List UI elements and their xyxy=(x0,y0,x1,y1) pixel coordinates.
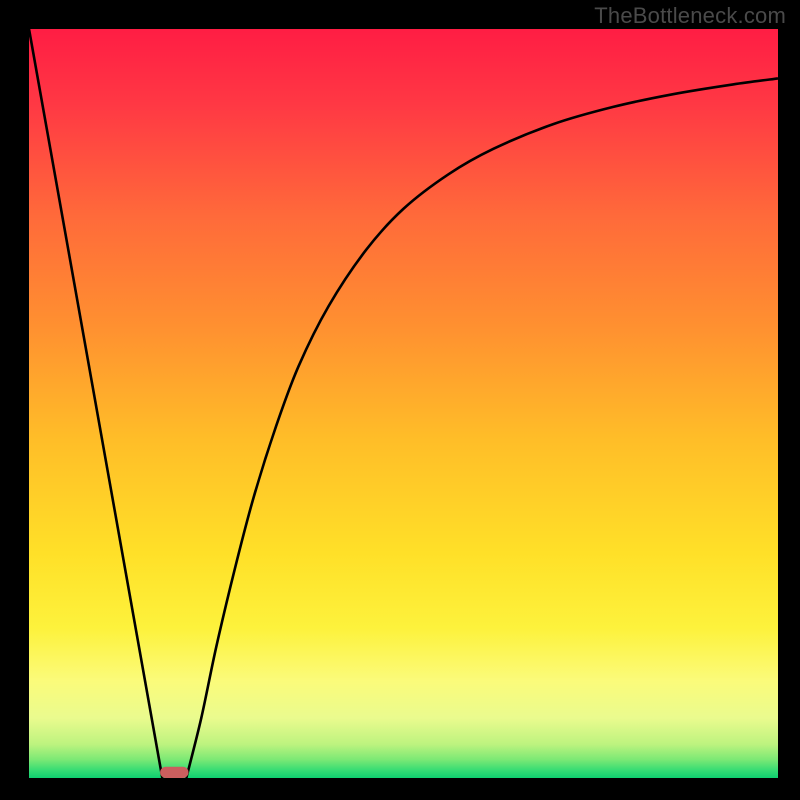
chart-container: TheBottleneck.com xyxy=(0,0,800,800)
bottleneck-marker xyxy=(160,767,188,778)
watermark-text: TheBottleneck.com xyxy=(594,3,786,29)
bottleneck-chart xyxy=(0,0,800,800)
